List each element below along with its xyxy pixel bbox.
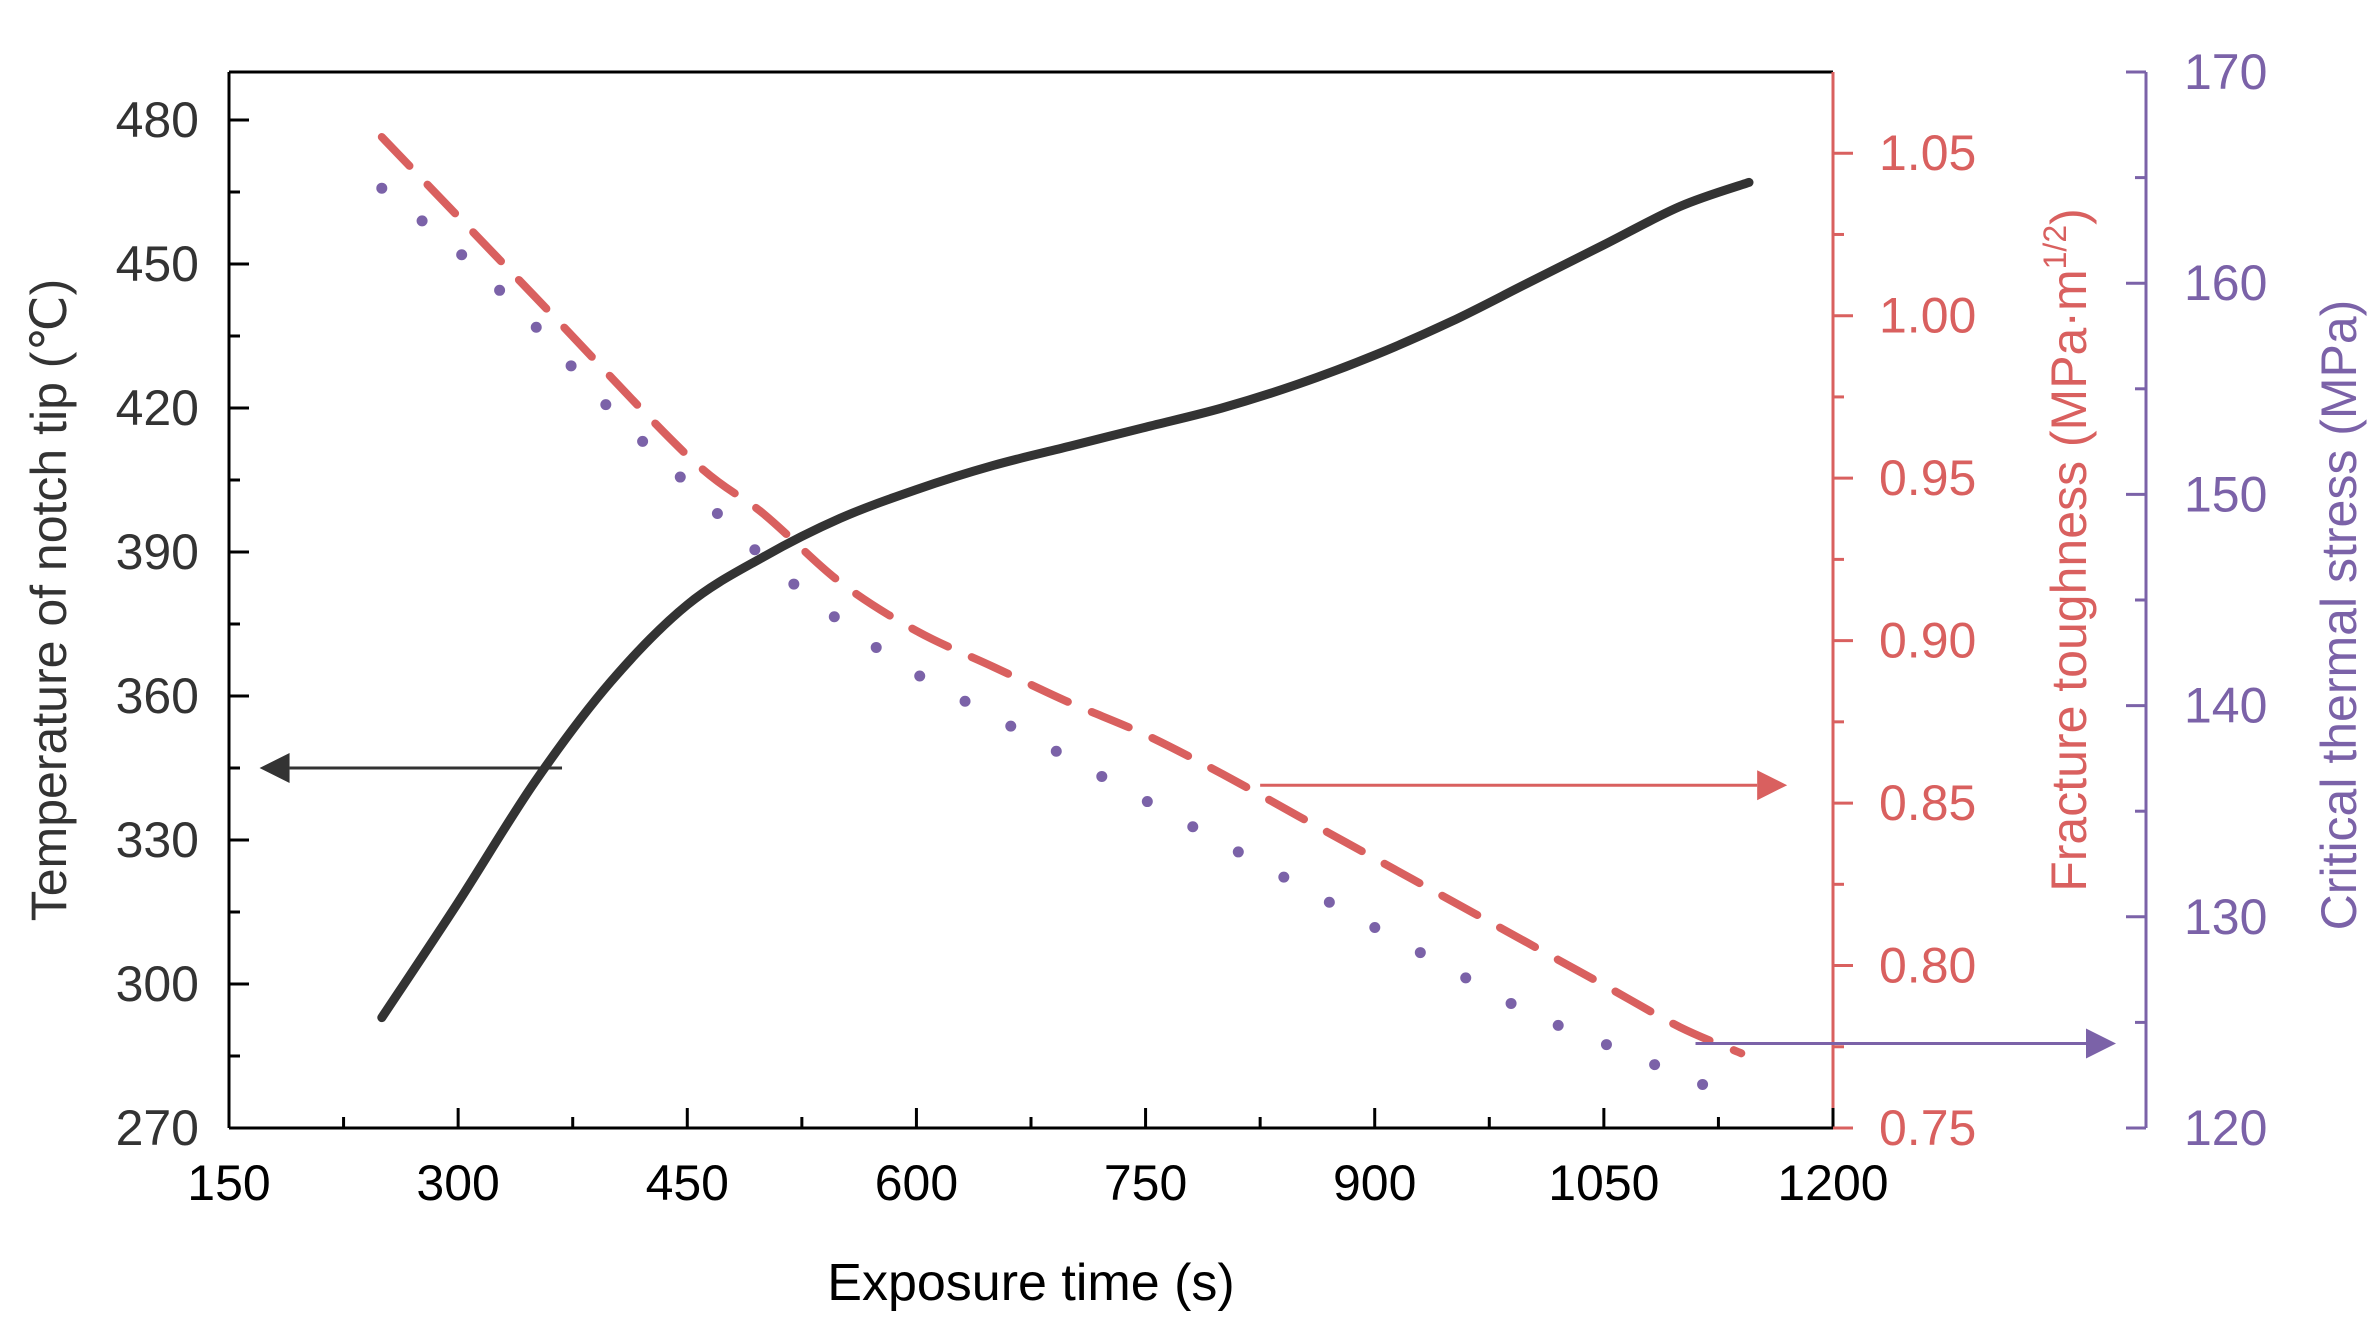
stress-axis-title: Critical thermal stress (MPa) — [2311, 300, 2367, 931]
stress-arrow-head — [2086, 1028, 2116, 1059]
toughness-tick-label: 0.80 — [1879, 938, 1976, 994]
stress-tick-label: 170 — [2184, 44, 2267, 100]
data-series — [376, 133, 1754, 1106]
temperature-series-line — [377, 177, 1754, 1023]
temperature-tick-label: 270 — [116, 1100, 199, 1156]
stress-tick-label: 160 — [2184, 255, 2267, 311]
x-tick-label: 1200 — [1777, 1155, 1888, 1211]
toughness-axis-title-superscript: 1/2 — [2037, 225, 2073, 269]
stress-tick-label: 150 — [2184, 466, 2267, 522]
temperature-arrow-head — [259, 753, 290, 783]
toughness-tick-label: 1.05 — [1879, 125, 1976, 181]
x-tick-label: 150 — [187, 1155, 270, 1211]
toughness-axis-title-end: ) — [2041, 208, 2097, 225]
x-tick-label: 900 — [1333, 1155, 1416, 1211]
temperature-tick-label: 360 — [116, 668, 199, 724]
x-tick-label: 600 — [875, 1155, 958, 1211]
x-tick-label: 300 — [416, 1155, 499, 1211]
stress-tick-label: 130 — [2184, 889, 2267, 945]
temperature-tick-label: 300 — [116, 956, 199, 1012]
x-tick-label: 1050 — [1548, 1155, 1659, 1211]
toughness-tick-label: 0.85 — [1879, 775, 1976, 831]
temperature-tick-label: 330 — [116, 812, 199, 868]
toughness-arrow-head — [1757, 770, 1788, 801]
toughness-axis-title: Fracture toughness (MPa·m1/2) — [2037, 208, 2097, 892]
stress-series-line — [376, 182, 1747, 1106]
x-tick-label: 450 — [646, 1155, 729, 1211]
plot-frame — [227, 70, 2148, 1130]
toughness-tick-label: 0.90 — [1879, 613, 1976, 669]
temperature-tick-label: 420 — [116, 380, 199, 436]
toughness-axis-title-main: Fracture toughness (MPa·m — [2041, 269, 2097, 891]
temperature-tick-label: 480 — [116, 92, 199, 148]
stress-tick-label: 120 — [2184, 1100, 2267, 1156]
temperature-tick-label: 450 — [116, 236, 199, 292]
axis-indicator-arrows — [259, 753, 2116, 1059]
stress-tick-label: 140 — [2184, 678, 2267, 734]
toughness-tick-label: 0.75 — [1879, 1100, 1976, 1156]
toughness-tick-label: 0.95 — [1879, 450, 1976, 506]
temperature-axis-title: Temperature of notch tip (℃) — [21, 279, 77, 922]
x-axis-title: Exposure time (s) — [827, 1254, 1234, 1312]
axis-ticks: 150 300 450 600 750 900 1050 1200 270 300 330 360 39… — [116, 44, 2268, 1211]
x-tick-label: 750 — [1104, 1155, 1187, 1211]
temperature-tick-label: 390 — [116, 524, 199, 580]
toughness-series-line — [377, 133, 1746, 1058]
toughness-tick-label: 1.00 — [1879, 288, 1976, 344]
